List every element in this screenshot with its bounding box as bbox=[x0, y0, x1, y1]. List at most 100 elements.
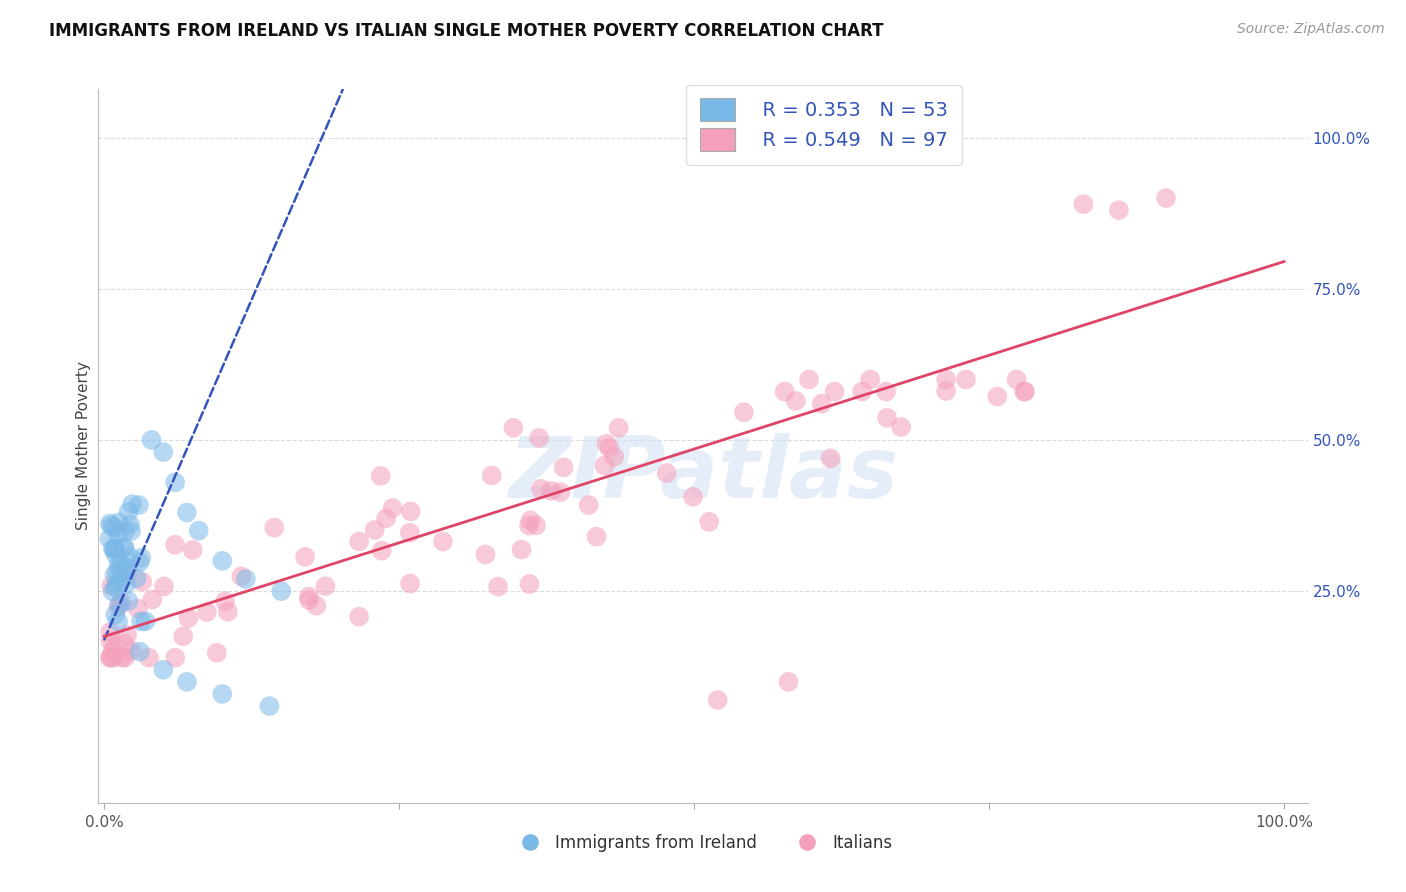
Point bbox=[502, 421, 524, 435]
Point bbox=[797, 372, 820, 386]
Point bbox=[294, 549, 316, 564]
Point bbox=[519, 577, 541, 591]
Point bbox=[235, 572, 257, 586]
Point bbox=[517, 518, 540, 533]
Y-axis label: Single Mother Poverty: Single Mother Poverty bbox=[76, 361, 91, 531]
Point bbox=[112, 541, 135, 555]
Point bbox=[1005, 372, 1028, 386]
Point bbox=[121, 497, 143, 511]
Point bbox=[187, 524, 209, 538]
Point bbox=[104, 580, 127, 594]
Point bbox=[733, 405, 755, 419]
Point bbox=[107, 558, 129, 573]
Point bbox=[129, 615, 152, 629]
Point bbox=[128, 555, 150, 569]
Point bbox=[1014, 384, 1036, 399]
Text: Source: ZipAtlas.com: Source: ZipAtlas.com bbox=[1237, 22, 1385, 37]
Point bbox=[103, 640, 125, 654]
Point bbox=[474, 548, 496, 562]
Point bbox=[115, 628, 138, 642]
Point bbox=[108, 597, 131, 611]
Point bbox=[875, 384, 897, 399]
Point bbox=[114, 650, 136, 665]
Point bbox=[165, 538, 187, 552]
Point bbox=[165, 650, 187, 665]
Point bbox=[103, 541, 125, 556]
Point bbox=[603, 450, 626, 464]
Point bbox=[128, 645, 150, 659]
Point bbox=[110, 557, 132, 571]
Point bbox=[153, 579, 176, 593]
Point bbox=[165, 475, 187, 490]
Point bbox=[298, 593, 321, 607]
Point bbox=[1012, 384, 1035, 399]
Point bbox=[986, 390, 1008, 404]
Point bbox=[527, 431, 550, 445]
Point bbox=[98, 625, 121, 640]
Point bbox=[607, 421, 630, 435]
Point bbox=[115, 565, 138, 579]
Point bbox=[120, 644, 142, 658]
Point bbox=[270, 584, 292, 599]
Point bbox=[101, 541, 124, 556]
Point bbox=[100, 518, 122, 533]
Point bbox=[399, 504, 422, 518]
Legend: Immigrants from Ireland, Italians: Immigrants from Ireland, Italians bbox=[508, 828, 898, 859]
Point bbox=[117, 594, 139, 608]
Point bbox=[141, 592, 163, 607]
Point bbox=[176, 506, 198, 520]
Point bbox=[120, 550, 142, 565]
Point bbox=[104, 607, 127, 622]
Point bbox=[231, 569, 253, 583]
Point bbox=[128, 498, 150, 512]
Point bbox=[399, 576, 422, 591]
Point bbox=[98, 532, 121, 546]
Point bbox=[115, 560, 138, 574]
Point bbox=[550, 485, 572, 500]
Point bbox=[214, 594, 236, 608]
Point bbox=[108, 516, 131, 530]
Point bbox=[851, 384, 873, 399]
Point bbox=[530, 482, 553, 496]
Point bbox=[773, 384, 796, 399]
Point bbox=[141, 433, 163, 447]
Point bbox=[381, 501, 404, 516]
Point bbox=[105, 565, 128, 579]
Point bbox=[1073, 197, 1095, 211]
Point bbox=[486, 580, 509, 594]
Point bbox=[211, 687, 233, 701]
Point bbox=[432, 534, 454, 549]
Point bbox=[553, 460, 575, 475]
Point bbox=[152, 445, 174, 459]
Point bbox=[524, 518, 547, 533]
Point bbox=[347, 609, 370, 624]
Point bbox=[217, 605, 239, 619]
Point bbox=[110, 595, 132, 609]
Point bbox=[859, 372, 882, 386]
Point bbox=[138, 650, 160, 665]
Point bbox=[101, 645, 124, 659]
Point bbox=[120, 517, 142, 532]
Point bbox=[181, 543, 204, 558]
Point bbox=[697, 515, 720, 529]
Point bbox=[890, 420, 912, 434]
Point bbox=[98, 516, 121, 531]
Point bbox=[176, 674, 198, 689]
Point bbox=[117, 505, 139, 519]
Point bbox=[103, 520, 125, 534]
Point bbox=[110, 565, 132, 579]
Point bbox=[98, 650, 121, 665]
Point bbox=[129, 550, 152, 565]
Point bbox=[111, 650, 134, 665]
Point bbox=[305, 599, 328, 613]
Point bbox=[778, 674, 800, 689]
Point bbox=[105, 578, 128, 592]
Point bbox=[114, 524, 136, 539]
Point bbox=[375, 511, 398, 525]
Point bbox=[595, 437, 617, 451]
Point bbox=[172, 629, 194, 643]
Point bbox=[127, 601, 149, 615]
Text: ZIPatlas: ZIPatlas bbox=[508, 433, 898, 516]
Point bbox=[103, 650, 125, 665]
Point bbox=[98, 633, 121, 648]
